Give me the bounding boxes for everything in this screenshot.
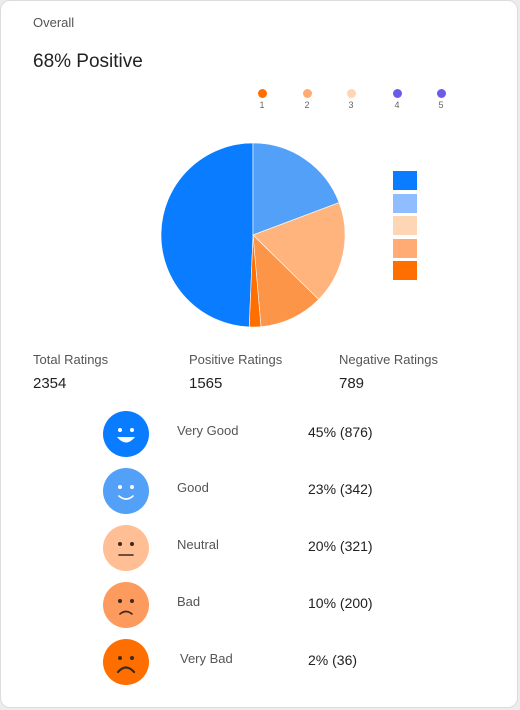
rating-value: 10% (200) [308,595,373,611]
legend-label: 5 [438,100,444,110]
rating-value: 23% (342) [308,481,373,497]
rating-row-very-bad: Very Bad 2% (36) [1,637,520,687]
section-label: Overall [33,15,75,30]
legend-item-4[interactable]: 4 [387,89,407,110]
positive-ratings-value: 1565 [189,375,223,392]
pie-slice-neutral[interactable] [252,202,346,300]
legend-swatch-neutral[interactable] [393,216,417,235]
rating-value: 45% (876) [308,424,373,440]
legend-item-1[interactable]: 1 [252,89,272,110]
legend-label: 1 [259,100,265,110]
legend-dot-icon [302,89,312,98]
ratings-pie-chart [160,142,346,328]
legend-swatch-bad[interactable] [393,238,417,258]
legend-dot-icon [392,89,402,98]
good-face-icon [103,468,149,514]
positive-ratings-label: Positive Ratings [189,352,283,367]
top-legend: 1 2 3 4 5 [1,89,520,113]
legend-dot-icon [346,89,356,98]
side-legend [393,171,417,284]
pie-slice-very-bad[interactable] [248,234,262,328]
very-good-face-icon [103,411,149,457]
legend-swatch-very-good[interactable] [393,171,417,190]
pie-slice-very-good[interactable] [160,142,254,328]
rating-row-bad: Bad 10% (200) [1,580,520,630]
negative-ratings-label: Negative Ratings [339,352,438,367]
neutral-face-icon [103,525,149,571]
rating-row-neutral: Neutral 20% (321) [1,523,520,573]
rating-label: Very Bad [180,651,233,666]
total-ratings-label: Total Ratings [33,352,109,367]
rating-row-good: Good 23% (342) [1,466,520,516]
legend-item-2[interactable]: 2 [297,89,317,110]
very-bad-face-icon [103,639,149,685]
rating-label: Good [177,480,209,495]
rating-label: Neutral [177,537,219,552]
legend-swatch-very-bad[interactable] [393,261,417,280]
rating-value: 20% (321) [308,538,373,554]
rating-label: Very Good [177,423,239,438]
legend-dot-icon [257,89,267,98]
total-ratings-value: 2354 [33,375,67,392]
rating-label: Bad [177,594,201,609]
bad-face-icon [103,582,149,628]
legend-swatch-good[interactable] [393,193,417,213]
legend-dot-icon [436,89,446,98]
pie-slice-good[interactable] [252,142,340,236]
legend-item-3[interactable]: 3 [341,89,361,110]
legend-item-5[interactable]: 5 [431,89,451,110]
legend-label: 3 [348,100,354,110]
legend-label: 4 [394,100,400,110]
legend-label: 2 [304,100,310,110]
headline: 68% Positive [33,51,143,72]
negative-ratings-value: 789 [339,375,365,392]
rating-value: 2% (36) [308,652,358,668]
pie-slice-bad[interactable] [252,234,320,327]
rating-row-very-good: Very Good 45% (876) [1,409,520,459]
